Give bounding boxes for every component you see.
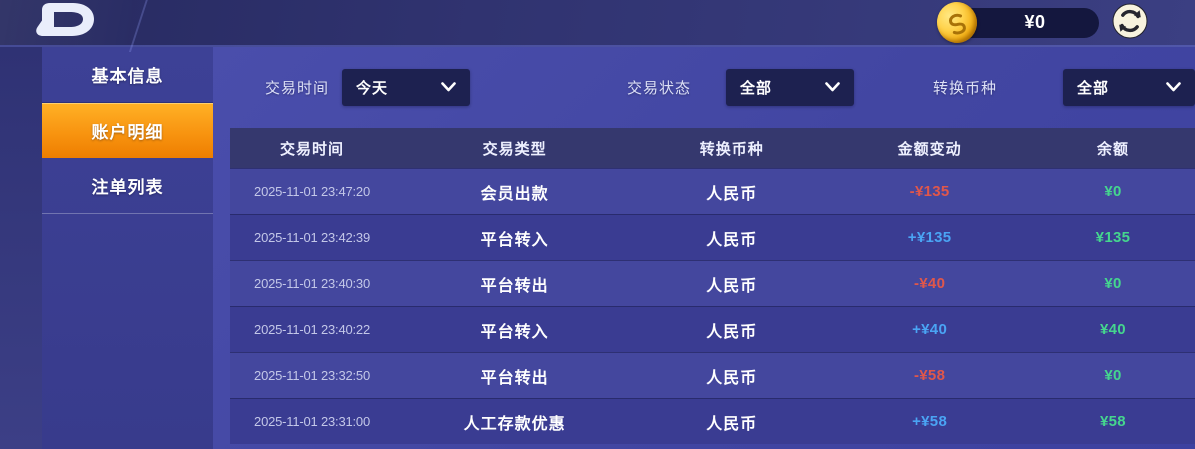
sidebar-item-account-details[interactable]: 账户明细 [42,103,213,158]
balance-cell: ¥135 [1095,229,1131,246]
col-header-change: 金额变动 [897,140,962,158]
wallet: ¥0 [932,0,1148,47]
balance-cell: ¥0 [1104,275,1122,292]
filter-group-time: 交易时间 今天 [265,69,471,106]
currency-cell: 人民币 [706,323,758,341]
amount-change-cell: -¥135 [909,183,950,200]
amount-change-cell: +¥135 [907,229,952,246]
page-body: 基本信息 账户明细 注单列表 交易时间 今天 [0,47,1195,449]
col-header-type: 交易类型 [482,140,547,158]
amount-change-cell: -¥40 [914,275,946,292]
time-cell: 2025-11-01 23:40:30 [254,276,370,291]
balance-pill: ¥0 [932,0,1099,47]
chevron-down-icon [441,79,456,97]
sidebar-item-label: 账户明细 [91,123,164,142]
time-cell: 2025-11-01 23:31:00 [254,414,370,429]
dropdown-value: 全部 [1077,80,1110,97]
col-header-currency: 转换币种 [699,140,764,158]
table-row: 2025-11-01 23:32:50 平台转出 人民币 -¥58 ¥0 [230,352,1195,398]
col-header-balance: 余额 [1096,140,1129,158]
currency-cell: 人民币 [706,277,758,295]
topbar-left [0,0,150,52]
sidebar: 基本信息 账户明细 注单列表 [42,47,213,449]
dropdown-value: 今天 [356,80,389,97]
time-cell: 2025-11-01 23:42:39 [254,230,370,245]
logo-plate [0,0,132,45]
currency-cell: 人民币 [706,231,758,249]
filter-group-currency: 转换币种 全部 [933,69,1195,106]
topbar: ¥0 [0,0,1195,52]
chevron-down-icon [825,79,840,97]
app-logo-icon [26,0,102,46]
filter-label-status: 交易状态 [627,80,692,97]
transaction-status-dropdown[interactable]: 全部 [726,69,855,106]
amount-change-cell: -¥58 [914,367,946,384]
currency-dropdown[interactable]: 全部 [1063,69,1195,106]
balance-cell: ¥0 [1104,367,1122,384]
sidebar-item-bet-list[interactable]: 注单列表 [42,158,213,214]
filter-bar: 交易时间 今天 交易状态 全部 [213,47,1195,128]
left-edge-strip [0,47,42,449]
table-row: 2025-11-01 23:40:30 平台转出 人民币 -¥40 ¥0 [230,260,1195,306]
balance-cell: ¥40 [1099,321,1126,338]
type-cell: 会员出款 [480,185,549,203]
wallet-balance: ¥0 [1024,12,1046,32]
filter-label-time: 交易时间 [265,80,330,97]
sidebar-item-label: 基本信息 [91,67,164,86]
currency-cell: 人民币 [706,415,758,433]
filter-group-status: 交易状态 全部 [627,69,855,106]
coin-icon [932,0,982,47]
col-header-time: 交易时间 [280,140,345,158]
type-cell: 人工存款优惠 [463,415,566,433]
chevron-down-icon [1166,79,1181,97]
refresh-button[interactable] [1112,3,1148,42]
time-cell: 2025-11-01 23:40:22 [254,322,370,337]
balance-cell: ¥0 [1104,183,1122,200]
main-content: 交易时间 今天 交易状态 全部 [213,47,1195,449]
table-row: 2025-11-01 23:40:22 平台转入 人民币 +¥40 ¥40 [230,306,1195,352]
sidebar-item-label: 注单列表 [91,178,164,197]
balance-cell: ¥58 [1099,413,1126,430]
type-cell: 平台转出 [480,369,549,387]
time-cell: 2025-11-01 23:47:20 [254,184,370,199]
table-header-row: 交易时间 交易类型 转换币种 金额变动 余额 [230,128,1195,168]
filter-label-currency: 转换币种 [932,80,997,97]
refresh-icon [1112,3,1148,42]
type-cell: 平台转入 [480,323,549,341]
transaction-time-dropdown[interactable]: 今天 [342,69,471,106]
currency-cell: 人民币 [706,369,758,387]
amount-change-cell: +¥40 [912,321,948,338]
type-cell: 平台转出 [480,277,549,295]
table-row: 2025-11-01 23:47:20 会员出款 人民币 -¥135 ¥0 [230,168,1195,214]
type-cell: 平台转入 [480,231,549,249]
table-row: 2025-11-01 23:42:39 平台转入 人民币 +¥135 ¥135 [230,214,1195,260]
amount-change-cell: +¥58 [912,413,948,430]
time-cell: 2025-11-01 23:32:50 [254,368,370,383]
transactions-table: 交易时间 交易类型 转换币种 金额变动 余额 2025-11-01 23:47:… [230,128,1195,444]
sidebar-item-basic-info[interactable]: 基本信息 [42,47,213,103]
dropdown-value: 全部 [740,80,773,97]
table-row: 2025-11-01 23:31:00 人工存款优惠 人民币 +¥58 ¥58 [230,398,1195,444]
currency-cell: 人民币 [706,185,758,203]
